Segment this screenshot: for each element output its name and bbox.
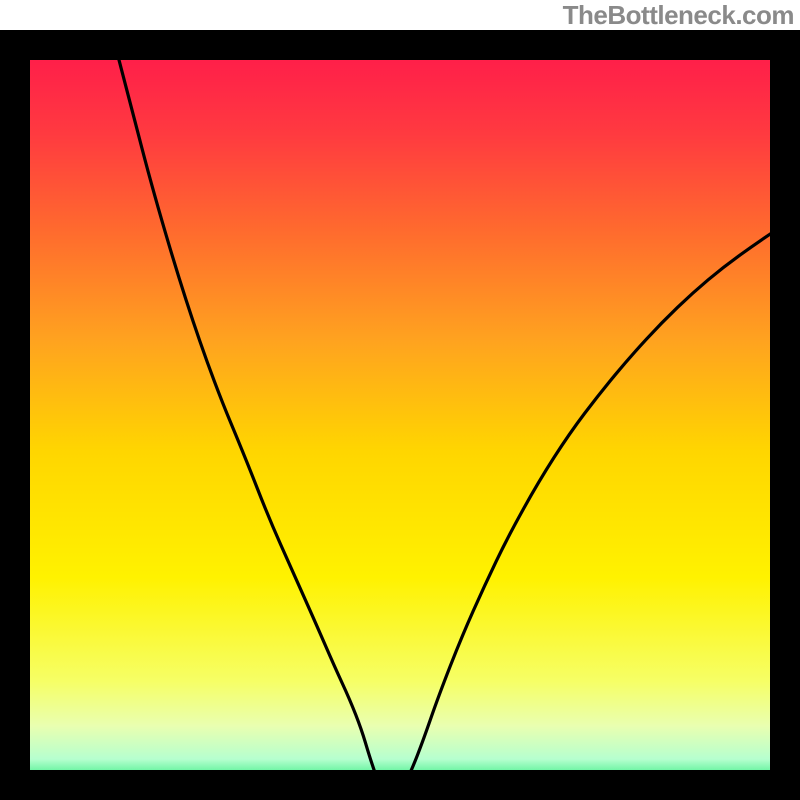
watermark-text: TheBottleneck.com [563,0,794,31]
bottleneck-chart [0,0,800,800]
